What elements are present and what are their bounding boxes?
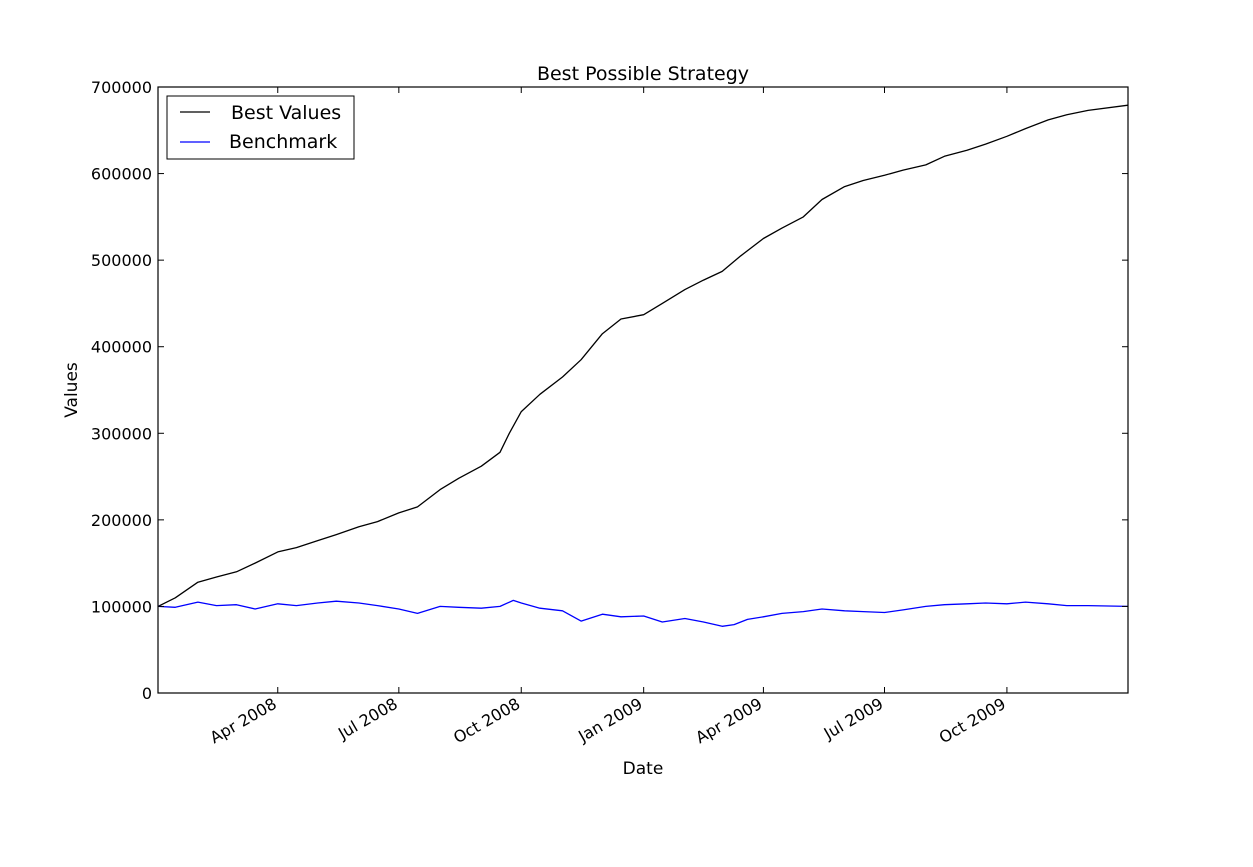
- series-layer: [157, 104, 1129, 627]
- legend-label-best-values: Best Values: [231, 102, 341, 124]
- chart-title: Best Possible Strategy: [537, 63, 749, 85]
- y-tick-label: 500000: [91, 251, 152, 270]
- y-tick-label: 300000: [91, 424, 152, 443]
- series-line-benchmark: [157, 599, 1129, 627]
- x-tick-label: Jan 2009: [574, 694, 645, 746]
- series-line-best-values: [157, 104, 1129, 607]
- x-tick-label: Oct 2008: [450, 694, 523, 747]
- y-tick-label: 600000: [91, 165, 152, 184]
- y-axis-label: Values: [62, 362, 82, 418]
- x-axis-ticks: Apr 2008 Jul 2008 Oct 2008 Jan 2009 Apr 2009…: [207, 87, 1009, 747]
- y-tick-label: 400000: [91, 338, 152, 357]
- y-tick-label: 0: [142, 684, 152, 703]
- y-tick-label: 200000: [91, 511, 152, 530]
- y-tick-label: 100000: [91, 597, 152, 616]
- plot-area-frame: [157, 86, 1129, 694]
- y-axis-ticks: 0 100000 200000 300000 400000 500000 600000 700…: [91, 78, 1128, 703]
- x-tick-label: Jul 2009: [820, 694, 887, 744]
- x-tick-label: Jul 2008: [334, 694, 401, 744]
- legend: Best Values Benchmark: [166, 95, 355, 160]
- legend-frame: [166, 95, 355, 160]
- x-axis-label: Date: [623, 759, 664, 779]
- x-tick-label: Oct 2009: [936, 694, 1009, 747]
- legend-label-benchmark: Benchmark: [229, 131, 337, 153]
- x-tick-label: Apr 2009: [692, 694, 765, 747]
- x-tick-label: Apr 2008: [207, 694, 280, 747]
- y-tick-label: 700000: [91, 78, 152, 97]
